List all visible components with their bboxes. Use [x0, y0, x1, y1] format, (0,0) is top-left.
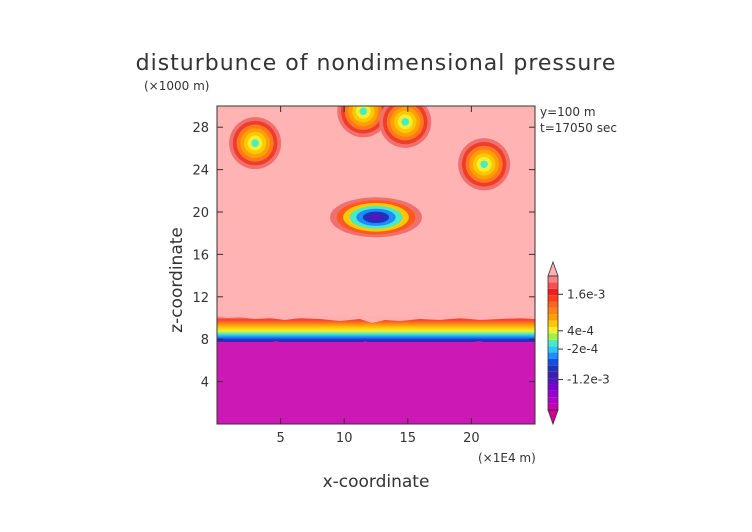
- annotation-y: y=100 m: [540, 105, 596, 119]
- x-unit-label: (×1E4 m): [478, 451, 536, 465]
- anomaly-5-level-7: [369, 214, 383, 221]
- lower-layer-edge: [217, 341, 535, 424]
- colorbar-swatch: [548, 333, 558, 340]
- y-axis: 4 8 12 16 20 24 28: [192, 121, 535, 391]
- colorbar-frame: [547, 275, 559, 411]
- colorbar: 1.6e-3 4e-4 -2e-4 -1.2e-3: [547, 260, 610, 426]
- colorbar-swatch: [548, 378, 558, 385]
- anomaly-2-level-7: [359, 107, 367, 116]
- y-unit-label: (×1000 m): [144, 79, 209, 93]
- colorbar-swatch: [548, 346, 558, 353]
- colorbar-swatch: [548, 314, 558, 321]
- colorbar-swatch: [548, 288, 558, 296]
- anomaly-4: [458, 138, 511, 191]
- y-tick-label: 28: [192, 121, 209, 136]
- colorbar-swatch: [548, 276, 558, 283]
- anomaly-3-level-7: [401, 118, 409, 126]
- x-axis: 5 10 15 20: [276, 106, 480, 446]
- colorbar-swatch: [548, 282, 558, 289]
- chart-title: disturbunce of nondimensional pressure: [136, 51, 617, 76]
- colorbar-swatch: [548, 327, 558, 334]
- colorbar-tick-label: 4e-4: [567, 324, 594, 338]
- transition-edge: [217, 316, 535, 323]
- y-tick-label: 12: [192, 291, 209, 306]
- colorbar-swatch: [548, 365, 558, 372]
- y-tick-label: 20: [192, 206, 209, 221]
- x-tick-label: 20: [463, 431, 480, 446]
- y-tick-label: 24: [192, 164, 209, 179]
- anomaly-2: [337, 106, 390, 138]
- anomaly-layer: [229, 106, 511, 238]
- colorbar-tick-label: -2e-4: [567, 342, 598, 356]
- colorbar-swatch: [548, 371, 558, 379]
- colorbar-swatch: [548, 301, 558, 308]
- annotation-time: t=17050 sec: [540, 121, 617, 135]
- colorbar-swatch: [548, 295, 558, 302]
- colorbar-swatch: [548, 384, 558, 391]
- colorbar-swatch: [548, 352, 558, 359]
- x-tick-label: 10: [336, 431, 353, 446]
- colorbar-swatch: [548, 320, 558, 328]
- colorbar-tick-label: 1.6e-3: [567, 287, 605, 301]
- y-axis-title: z-coordinate: [167, 227, 187, 333]
- anomaly-4-level-7: [480, 160, 488, 169]
- colorbar-tick-label: -1.2e-3: [567, 373, 610, 387]
- colorbar-max-arrow: [547, 260, 559, 277]
- colorbar-swatch: [548, 339, 558, 347]
- anomaly-1-level-7: [251, 139, 259, 147]
- colorbar-min-arrow: [547, 409, 559, 426]
- x-tick-label: 15: [400, 431, 417, 446]
- x-axis-title: x-coordinate: [323, 472, 430, 492]
- y-tick-label: 8: [201, 333, 209, 348]
- plot-area: [217, 106, 535, 424]
- colorbar-swatch: [548, 358, 558, 366]
- plot-frame: [216, 105, 536, 425]
- colorbar-swatch: [548, 307, 558, 315]
- y-tick-label: 16: [192, 248, 209, 263]
- x-tick-label: 5: [276, 431, 284, 446]
- anomaly-3: [379, 106, 432, 148]
- anomaly-1: [229, 117, 282, 170]
- colorbar-swatch: [548, 397, 558, 404]
- colorbar-swatch: [548, 390, 558, 398]
- anomaly-5: [330, 197, 422, 238]
- colorbar-swatch: [548, 403, 558, 410]
- y-tick-label: 4: [201, 376, 209, 391]
